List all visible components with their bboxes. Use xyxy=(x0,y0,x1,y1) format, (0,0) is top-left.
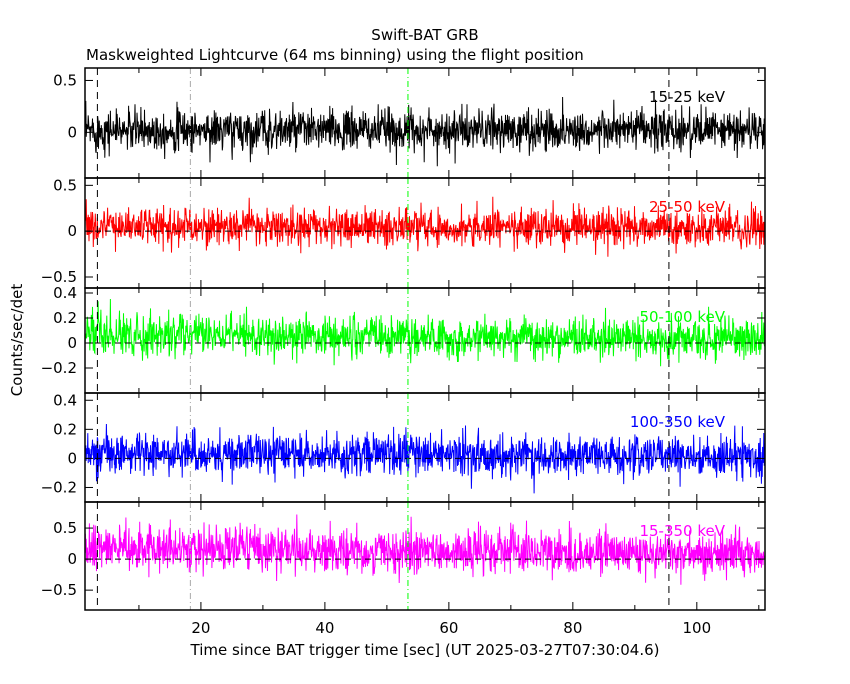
y-tick-label: 0.2 xyxy=(53,309,77,327)
panel-25-50-keV: 0.5 0 −0.5 25-50 keV xyxy=(41,176,766,289)
series-line xyxy=(85,423,765,494)
band-label: 25-50 keV xyxy=(649,198,726,216)
series-line xyxy=(85,298,765,367)
y-tick-label: 0.2 xyxy=(53,420,77,438)
series-line xyxy=(85,96,765,167)
y-tick-label: −0.2 xyxy=(41,359,77,377)
band-label: 100-350 keV xyxy=(630,413,726,431)
y-tick-label: 0.5 xyxy=(53,71,77,89)
series-line xyxy=(85,514,765,585)
band-label: 50-100 keV xyxy=(639,308,725,326)
y-tick-label: 0 xyxy=(67,334,77,352)
panel-50-100-keV: 0.4 0.2 0 −0.2 50-100 keV xyxy=(41,284,766,394)
panel-15-350-keV: 0.5 0 −0.5 15-350 keV xyxy=(41,501,766,611)
x-tick-label: 20 xyxy=(191,619,210,637)
y-tick-label: −0.5 xyxy=(41,268,77,286)
x-tick-label: 60 xyxy=(439,619,458,637)
panel-100-350-keV: 0.4 0.2 0 −0.2 100-350 keV xyxy=(41,391,766,503)
band-label: 15-25 keV xyxy=(649,88,726,106)
panel-frame xyxy=(84,501,766,611)
y-tick-label: 0.5 xyxy=(53,176,77,194)
chart-title: Swift-BAT GRB xyxy=(371,26,478,44)
band-label: 15-350 keV xyxy=(639,522,725,540)
y-tick-label: 0 xyxy=(67,550,77,568)
y-tick-label: −0.5 xyxy=(41,581,77,599)
y-tick-label: −0.2 xyxy=(41,478,77,496)
x-axis-label: Time since BAT trigger time [sec] (UT 20… xyxy=(190,641,660,659)
x-tick-label: 40 xyxy=(315,619,334,637)
chart-subtitle: Maskweighted Lightcurve (64 ms binning) … xyxy=(86,46,584,64)
y-tick-label: 0 xyxy=(67,449,77,467)
y-tick-label: 0.5 xyxy=(53,519,77,537)
panel-15-25-keV: 0.5 0 15-25 keV xyxy=(53,67,766,179)
x-tick-label: 80 xyxy=(563,619,582,637)
series-line xyxy=(85,196,765,257)
x-tick-label: 100 xyxy=(682,619,711,637)
y-axis-label: Counts/sec/det xyxy=(8,284,26,397)
y-tick-label: 0.4 xyxy=(53,391,77,409)
y-tick-label: 0 xyxy=(67,222,77,240)
y-tick-label: 0 xyxy=(67,123,77,141)
y-tick-label: 0.4 xyxy=(53,284,77,302)
